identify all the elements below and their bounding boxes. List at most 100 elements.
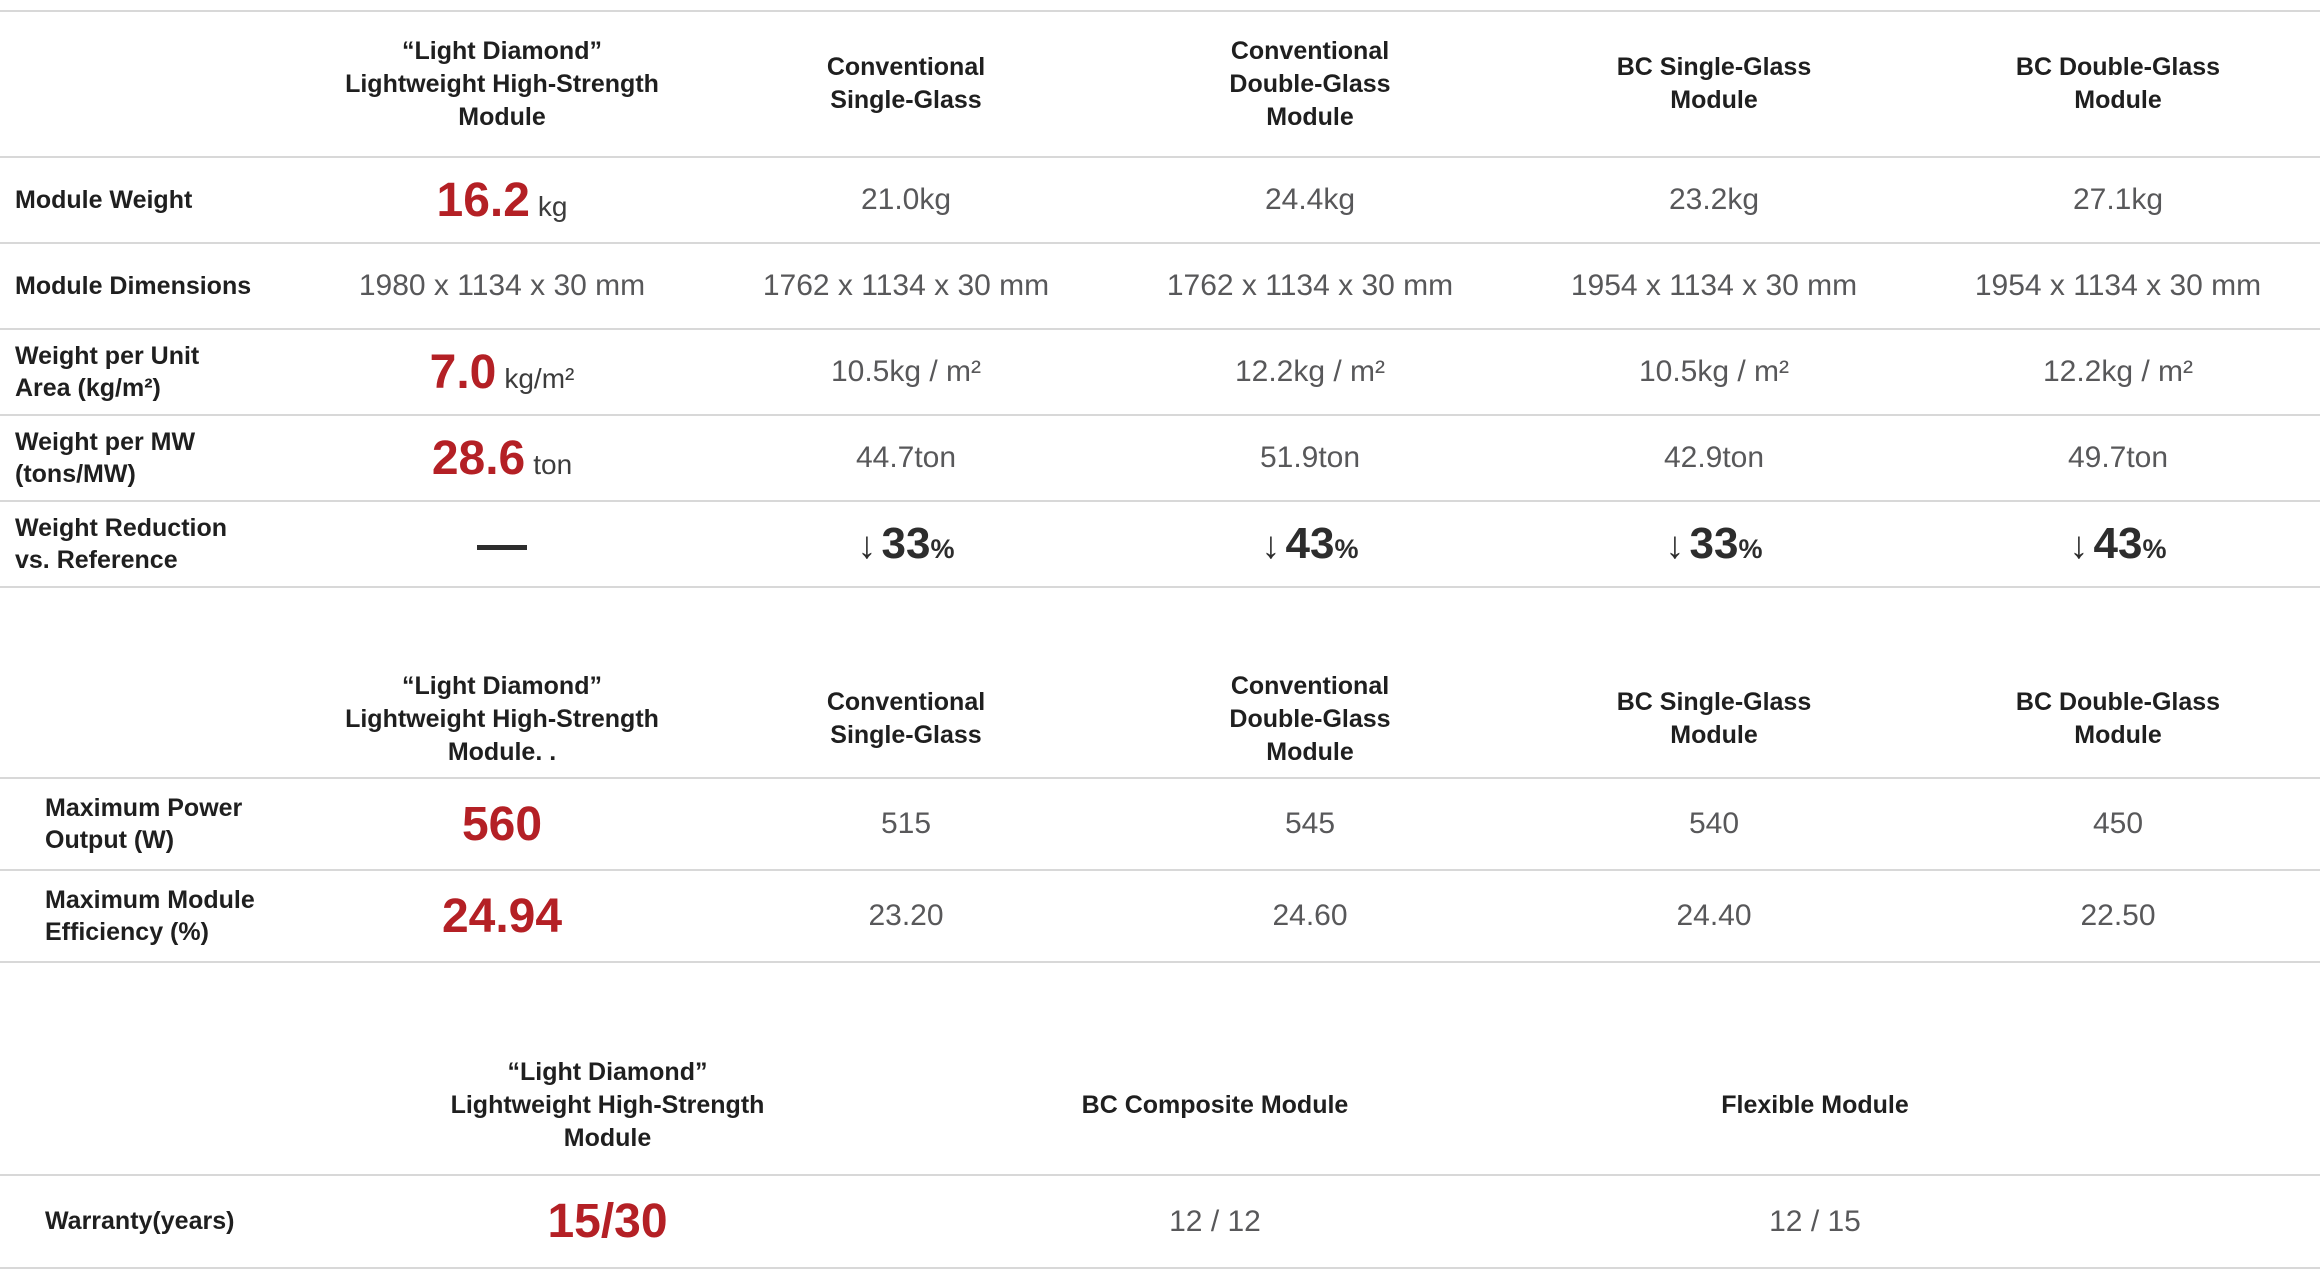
column-header-bc-single-glass: BC Single-Glass Module: [1616, 688, 1812, 749]
unit-label: kg/m²: [504, 362, 575, 394]
highlight-number: 16.2: [436, 173, 530, 227]
cell-conventional-single-glass: 10.5kg / m²: [704, 355, 1108, 389]
cell-bc-single-glass: 23.2kg: [1512, 183, 1916, 217]
row-weight-per-unit-area: Weight per Unit Area (kg/m²) 7.0 kg/m² 10…: [0, 330, 2320, 416]
value-text: 22.50: [2080, 899, 2156, 932]
value-text: 44.7ton: [855, 441, 957, 474]
down-arrow-icon: ↓: [1665, 525, 1685, 567]
cell-conventional-double-glass: 1762 x 1134 x 30 mm: [1108, 269, 1512, 303]
percent-sign: %: [2142, 534, 2167, 564]
warranty-comparison-table: “Light Diamond” Lightweight High-Strengt…: [0, 1036, 2320, 1269]
value-text: 24.40: [1676, 899, 1752, 932]
highlight-number: 28.6: [431, 431, 526, 485]
cell-bc-double-glass: ↓ 43%: [1916, 519, 2320, 569]
percent-sign: %: [1738, 534, 1763, 564]
row-label: Maximum Power Output (W): [45, 793, 243, 855]
row-label: Maximum Module Efficiency (%): [45, 885, 255, 947]
value-text: 545: [1284, 807, 1336, 840]
value-text: 42.9ton: [1663, 441, 1765, 474]
cell-light-diamond: 7.0 kg/m²: [300, 345, 704, 400]
unit-label: kg: [537, 190, 568, 222]
value-text: 1980 x 1134 x 30 mm: [358, 269, 646, 302]
reduction-number: 33: [1689, 519, 1739, 568]
column-header-flexible: Flexible Module: [1721, 1090, 1909, 1119]
row-label: Weight per Unit Area (kg/m²): [15, 341, 200, 403]
cell-light-diamond: 1980 x 1134 x 30 mm: [300, 269, 704, 303]
cell-conventional-single-glass: 1762 x 1134 x 30 mm: [704, 269, 1108, 303]
cell-bc-single-glass: 24.40: [1512, 899, 1916, 933]
value-text: 10.5kg / m²: [830, 355, 982, 388]
cell-conventional-single-glass: 21.0kg: [704, 183, 1108, 217]
reduction-number: 43: [1285, 519, 1335, 568]
value-text: 12.2kg / m²: [2042, 355, 2194, 388]
cell-bc-double-glass: 1954 x 1134 x 30 mm: [1916, 269, 2320, 303]
value-text: 12 / 12: [1169, 1204, 1261, 1238]
table-header-row: “Light Diamond” Lightweight High-Strengt…: [0, 1036, 2320, 1176]
column-header-bc-composite: BC Composite Module: [1081, 1090, 1349, 1119]
cell-bc-double-glass: 450: [1916, 807, 2320, 841]
column-header-light-diamond: “Light Diamond” Lightweight High-Strengt…: [450, 1057, 765, 1152]
value-text: 12.2kg / m²: [1234, 355, 1386, 388]
value-text: 1954 x 1134 x 30 mm: [1974, 269, 2262, 302]
row-weight-reduction: Weight Reduction vs. Reference — ↓ 33% ↓ 4…: [0, 502, 2320, 588]
reduction-number: 43: [2093, 519, 2143, 568]
column-header-conventional-single-glass: Conventional Single-Glass: [826, 688, 986, 749]
highlight-number: 15/30: [547, 1195, 668, 1248]
cell-conventional-double-glass: 24.4kg: [1108, 183, 1512, 217]
column-header-light-diamond: “Light Diamond” Lightweight High-Strengt…: [345, 671, 659, 766]
cell-conventional-single-glass: ↓ 33%: [704, 519, 1108, 569]
value-text: 540: [1688, 807, 1740, 840]
row-label: Warranty(years): [45, 1207, 235, 1236]
cell-bc-double-glass: 12.2kg / m²: [1916, 355, 2320, 389]
row-label: Module Dimensions: [15, 271, 252, 300]
down-arrow-icon: ↓: [857, 525, 877, 567]
performance-comparison-table: “Light Diamond” Lightweight High-Strengt…: [0, 661, 2320, 963]
value-text: 24.4kg: [1264, 183, 1356, 216]
cell-light-diamond: 560: [300, 797, 704, 852]
weight-comparison-table: “Light Diamond” Lightweight High-Strengt…: [0, 10, 2320, 588]
cell-bc-single-glass: 540: [1512, 807, 1916, 841]
cell-bc-single-glass: 42.9ton: [1512, 441, 1916, 475]
cell-bc-single-glass: ↓ 33%: [1512, 519, 1916, 569]
column-header-bc-double-glass: BC Double-Glass Module: [2015, 688, 2221, 749]
em-dash: —: [477, 516, 527, 572]
value-text: 1762 x 1134 x 30 mm: [762, 269, 1050, 302]
cell-conventional-double-glass: 51.9ton: [1108, 441, 1512, 475]
cell-light-diamond: —: [300, 515, 704, 573]
cell-light-diamond: 15/30: [300, 1194, 915, 1249]
column-header-bc-single-glass: BC Single-Glass Module: [1616, 53, 1812, 114]
row-label: Weight Reduction vs. Reference: [15, 513, 228, 575]
value-text: 1762 x 1134 x 30 mm: [1166, 269, 1454, 302]
value-text: 1954 x 1134 x 30 mm: [1570, 269, 1858, 302]
row-max-power-output: Maximum Power Output (W) 560 515 545 540…: [0, 779, 2320, 871]
column-header-conventional-double-glass: Conventional Double-Glass Module: [1229, 671, 1391, 766]
cell-light-diamond: 24.94: [300, 889, 704, 944]
value-text: 450: [2092, 807, 2144, 840]
unit-label: ton: [533, 448, 573, 480]
down-arrow-icon: ↓: [1261, 525, 1281, 567]
value-text: 515: [880, 807, 932, 840]
cell-bc-composite: 12 / 12: [915, 1205, 1515, 1239]
cell-bc-single-glass: 10.5kg / m²: [1512, 355, 1916, 389]
cell-conventional-double-glass: ↓ 43%: [1108, 519, 1512, 569]
table-header-row: “Light Diamond” Lightweight High-Strengt…: [0, 661, 2320, 779]
row-label: Weight per MW (tons/MW): [15, 427, 196, 489]
cell-bc-double-glass: 49.7ton: [1916, 441, 2320, 475]
value-text: 23.2kg: [1668, 183, 1760, 216]
cell-conventional-single-glass: 23.20: [704, 899, 1108, 933]
highlight-number: 560: [461, 797, 543, 851]
column-header-light-diamond: “Light Diamond” Lightweight High-Strengt…: [345, 36, 659, 131]
cell-bc-double-glass: 22.50: [1916, 899, 2320, 933]
percent-sign: %: [930, 534, 955, 564]
reduction-number: 33: [881, 519, 931, 568]
cell-bc-single-glass: 1954 x 1134 x 30 mm: [1512, 269, 1916, 303]
cell-flexible: 12 / 15: [1515, 1205, 2115, 1239]
highlight-number: 7.0: [429, 345, 497, 399]
down-arrow-icon: ↓: [2069, 525, 2089, 567]
row-module-dimensions: Module Dimensions 1980 x 1134 x 30 mm 17…: [0, 244, 2320, 330]
value-text: 23.20: [868, 899, 944, 932]
cell-bc-double-glass: 27.1kg: [1916, 183, 2320, 217]
column-header-bc-double-glass: BC Double-Glass Module: [2015, 53, 2221, 114]
row-max-module-efficiency: Maximum Module Efficiency (%) 24.94 23.2…: [0, 871, 2320, 963]
column-header-conventional-single-glass: Conventional Single-Glass: [826, 53, 986, 114]
